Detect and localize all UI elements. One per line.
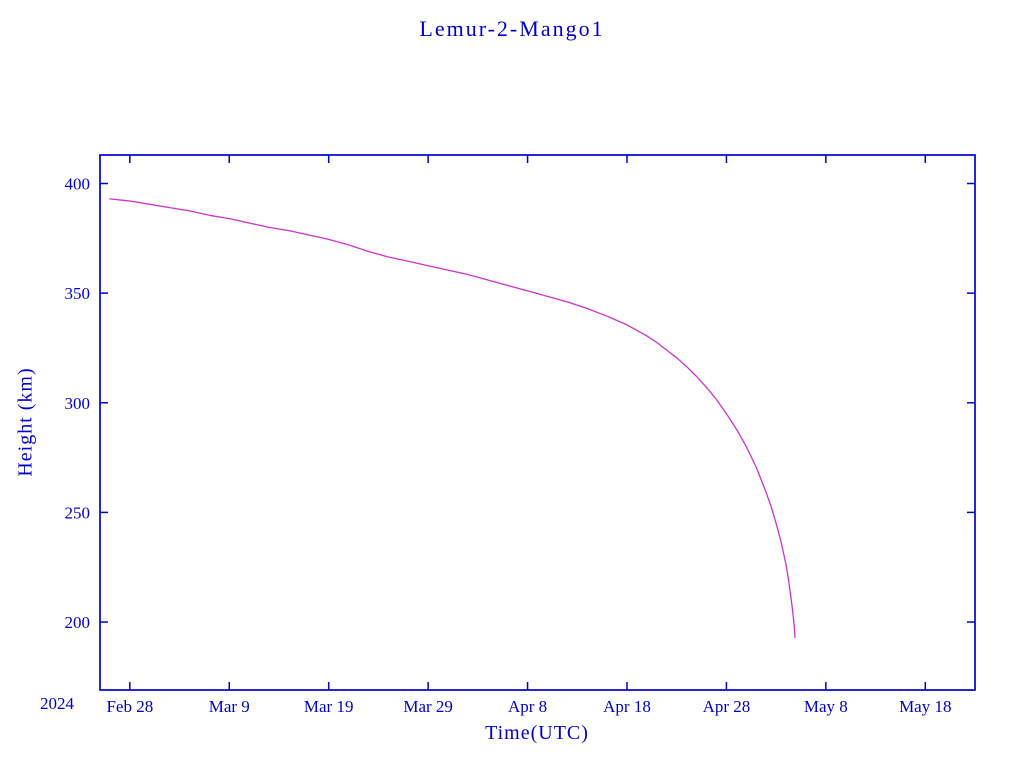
y-tick-label: 200 <box>65 613 91 632</box>
x-tick-label: Apr 18 <box>603 697 651 716</box>
plot-frame <box>99 154 976 691</box>
x-tick-label: Mar 29 <box>403 697 453 716</box>
chart-title: Lemur-2-Mango1 <box>419 16 605 41</box>
y-tick-label: 400 <box>65 175 91 194</box>
y-tick-label: 300 <box>65 394 91 413</box>
year-label: 2024 <box>40 694 74 713</box>
y-tick-label: 350 <box>65 284 91 303</box>
x-tick-label: May 8 <box>804 697 848 716</box>
y-tick-label: 250 <box>65 503 91 522</box>
x-tick-label: May 18 <box>899 697 951 716</box>
x-tick-label: Mar 9 <box>209 697 250 716</box>
x-tick-label: Mar 19 <box>304 697 354 716</box>
x-tick-label: Feb 28 <box>106 697 153 716</box>
x-tick-label: Apr 8 <box>508 697 547 716</box>
y-axis-label: Height (km) <box>14 367 37 477</box>
x-axis-label: Time(UTC) <box>485 722 589 744</box>
x-tick-label: Apr 28 <box>703 697 751 716</box>
height-curve <box>109 198 796 639</box>
